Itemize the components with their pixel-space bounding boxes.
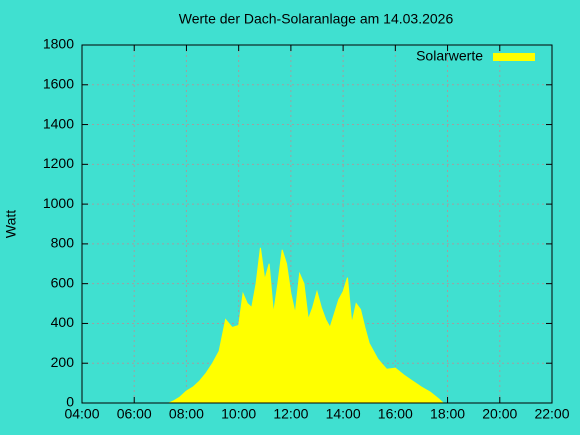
y-tick-label: 1400 (43, 115, 74, 131)
legend-label: Solarwerte (416, 48, 483, 64)
x-tick-label: 06:00 (117, 406, 152, 422)
plot-frame (81, 44, 553, 404)
y-tick-label: 200 (51, 354, 75, 370)
chart-title: Werte der Dach-Solaranlage am 14.03.2026 (179, 11, 454, 27)
y-tick-label: 400 (51, 314, 75, 330)
x-tick-label: 08:00 (169, 406, 204, 422)
area (168, 247, 445, 404)
x-tick-label: 14:00 (326, 406, 361, 422)
legend-swatch (493, 53, 535, 61)
y-tick-label: 800 (51, 235, 75, 251)
x-tick-label: 16:00 (378, 406, 413, 422)
x-tick-label: 20:00 (482, 406, 517, 422)
y-tick-label: 600 (51, 274, 75, 290)
x-tick-label: 18:00 (430, 406, 465, 422)
y-tick-label: 0 (66, 394, 74, 410)
x-tick-label: 22:00 (534, 406, 569, 422)
y-tick-label: 1800 (43, 36, 74, 52)
x-tick-label: 12:00 (273, 406, 308, 422)
x-tick-label: 04:00 (64, 406, 99, 422)
y-tick-label: 1600 (43, 75, 74, 91)
y-axis-label: Watt (3, 210, 19, 238)
y-tick-label: 1200 (43, 155, 74, 171)
x-tick-label: 10:00 (221, 406, 256, 422)
y-tick-label: 1000 (43, 195, 74, 211)
